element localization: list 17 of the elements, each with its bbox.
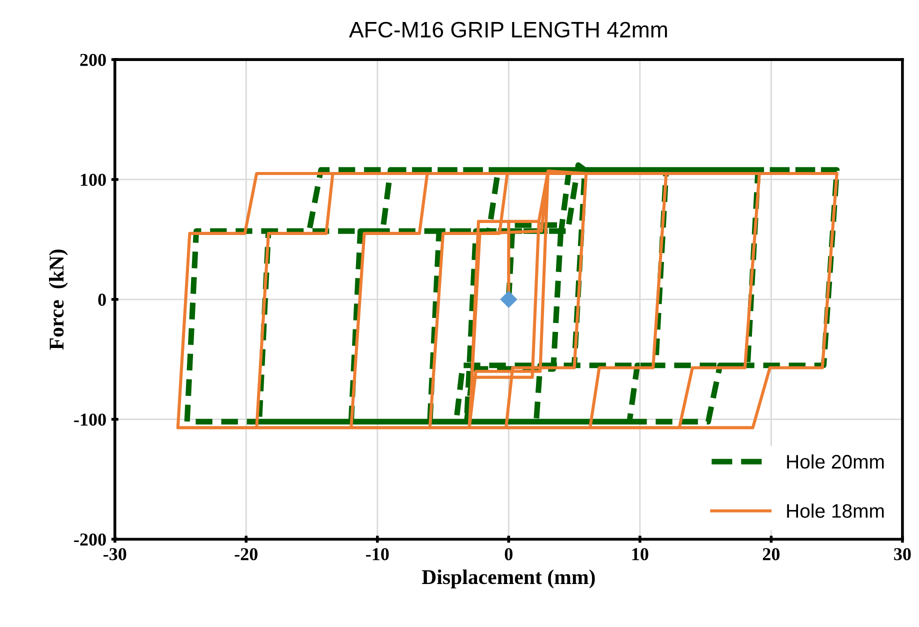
legend-label: Hole 18mm [787, 504, 884, 518]
x-axis-title: Displacement (mm) [422, 569, 595, 588]
x-tick-label: -10 [366, 548, 389, 560]
chart-title: AFC-M16 GRIP LENGTH 42mm [349, 22, 667, 38]
x-tick-label: -30 [104, 548, 126, 560]
y-tick-label: -100 [74, 414, 106, 426]
legend-label: Hole 20mm [787, 454, 884, 469]
y-tick-label: -200 [74, 533, 106, 546]
y-tick-label: 0 [98, 294, 106, 306]
x-tick-label: 20 [762, 548, 780, 560]
y-axis-title: Force (kN) [49, 250, 68, 350]
x-tick-label: -20 [234, 548, 258, 560]
y-tick-label: 100 [80, 174, 106, 186]
x-tick-label: 30 [894, 548, 911, 560]
x-tick-label: 0 [504, 548, 512, 560]
x-tick-label: 10 [632, 548, 648, 560]
y-tick-label: 200 [80, 54, 106, 66]
